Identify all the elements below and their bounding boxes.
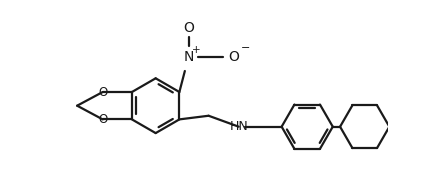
Text: HN: HN <box>229 120 248 133</box>
Text: O: O <box>98 86 108 98</box>
Text: O: O <box>229 50 240 64</box>
Text: O: O <box>183 21 194 35</box>
Text: O: O <box>98 113 108 126</box>
Text: +: + <box>192 45 201 55</box>
Text: N: N <box>183 50 194 64</box>
Text: −: − <box>240 43 250 53</box>
